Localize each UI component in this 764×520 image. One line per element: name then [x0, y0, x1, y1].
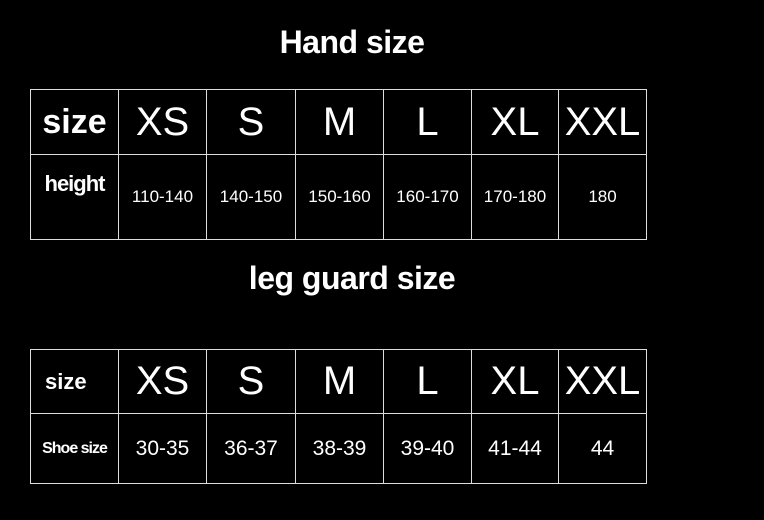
value-cell: 160-170 [383, 154, 472, 240]
size-cell: XS [118, 89, 207, 155]
value-cell: 110-140 [118, 154, 207, 240]
size-cell: XL [471, 89, 559, 155]
size-cell: L [383, 89, 472, 155]
value-cell: 38-39 [295, 413, 384, 484]
size-cell: M [295, 89, 384, 155]
size-cell: XL [471, 349, 559, 414]
value-cell: 180 [558, 154, 647, 240]
size-cell: XXL [558, 349, 647, 414]
header-label: size [30, 89, 119, 155]
table-row: height 110-140 140-150 150-160 160-170 1… [30, 154, 647, 240]
size-cell: S [206, 349, 296, 414]
table-row: size XS S M L XL XXL [30, 349, 647, 414]
size-cell: XXL [558, 89, 647, 155]
hand-size-table: size XS S M L XL XXL height 110-140 140-… [30, 89, 647, 240]
hand-size-title: Hand size [279, 24, 425, 60]
row-label: Shoe size [30, 413, 119, 484]
table-row: size XS S M L XL XXL [30, 89, 647, 155]
leg-guard-size-table: size XS S M L XL XXL Shoe size 30-35 36-… [30, 349, 647, 484]
row-label: height [30, 154, 119, 240]
table-row: Shoe size 30-35 36-37 38-39 39-40 41-44 … [30, 413, 647, 484]
header-label: size [30, 349, 119, 414]
value-cell: 170-180 [471, 154, 559, 240]
size-cell: XS [118, 349, 207, 414]
value-cell: 30-35 [118, 413, 207, 484]
size-cell: L [383, 349, 472, 414]
value-cell: 41-44 [471, 413, 559, 484]
size-cell: S [206, 89, 296, 155]
value-cell: 44 [558, 413, 647, 484]
value-cell: 140-150 [206, 154, 296, 240]
value-cell: 150-160 [295, 154, 384, 240]
size-cell: M [295, 349, 384, 414]
value-cell: 39-40 [383, 413, 472, 484]
value-cell: 36-37 [206, 413, 296, 484]
leg-guard-size-title: leg guard size [248, 260, 456, 296]
